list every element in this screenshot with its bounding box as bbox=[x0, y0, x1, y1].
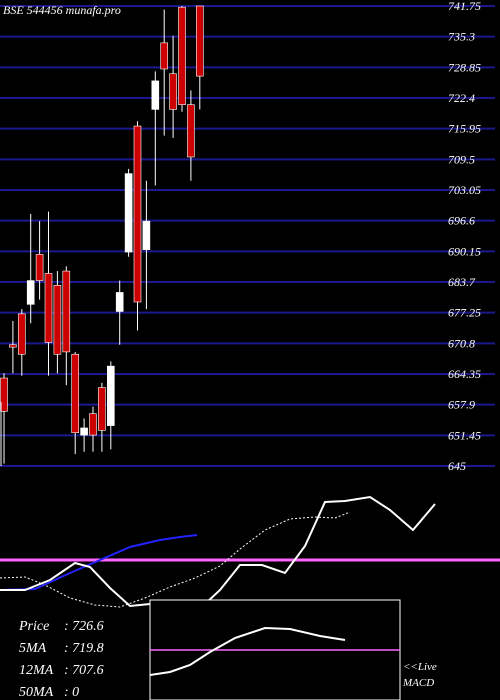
candle-body bbox=[71, 353, 79, 434]
price-tick-label: 722.4 bbox=[448, 91, 475, 105]
ma50-value: : 0 bbox=[64, 685, 79, 700]
price-value: : 726.6 bbox=[64, 619, 104, 634]
macd-panel bbox=[149, 599, 401, 700]
indicator-panel bbox=[0, 495, 500, 608]
candle-body bbox=[89, 413, 97, 436]
ma5-label: 5MA bbox=[19, 641, 47, 656]
candle-body bbox=[9, 344, 17, 348]
price-tick-label: 715.95 bbox=[448, 122, 481, 136]
candle-body bbox=[115, 292, 124, 312]
candlestick-series bbox=[0, 5, 204, 466]
ma50-label: 50MA bbox=[19, 685, 54, 700]
price-tick-label: 735.3 bbox=[448, 30, 475, 44]
price-tick-label: 657.9 bbox=[448, 398, 475, 412]
price-grid bbox=[0, 5, 495, 467]
candle-body bbox=[160, 42, 168, 70]
candle-body bbox=[98, 387, 106, 431]
macd-line bbox=[149, 626, 346, 676]
price-tick-label: 664.35 bbox=[448, 367, 481, 381]
candle-body bbox=[142, 220, 151, 250]
live-macd-link[interactable]: <<Live bbox=[403, 661, 437, 673]
live-macd-label: MACD bbox=[402, 677, 434, 689]
candle-body bbox=[133, 125, 142, 303]
price-tick-label: 709.5 bbox=[448, 152, 475, 166]
price-tick-label: 645 bbox=[448, 459, 466, 473]
ma5-value: : 719.8 bbox=[64, 641, 104, 656]
price-tick-label: 651.45 bbox=[448, 428, 481, 442]
indicator-blue-line bbox=[0, 534, 198, 591]
candle-body bbox=[17, 313, 26, 355]
price-label: Price bbox=[18, 619, 49, 634]
ma12-label: 12MA bbox=[19, 663, 54, 678]
candle-body bbox=[151, 80, 160, 110]
price-tick-label: 677.25 bbox=[448, 306, 481, 320]
price-tick-label: 696.6 bbox=[448, 214, 475, 228]
candle-body bbox=[187, 104, 195, 158]
candle-body bbox=[53, 285, 62, 355]
info-box: Price : 726.6 5MA : 719.8 12MA : 707.6 5… bbox=[18, 619, 104, 700]
candle-body bbox=[196, 5, 204, 77]
price-tick-label: 703.05 bbox=[448, 183, 481, 197]
candle-body bbox=[169, 73, 177, 110]
candle-body bbox=[107, 365, 115, 426]
price-tick-label: 690.15 bbox=[448, 244, 481, 258]
candle-body bbox=[35, 254, 44, 281]
price-axis: 741.75 735.3 728.85 722.4 715.95 709.5 703.05 6… bbox=[448, 0, 481, 473]
indicator-solid-line bbox=[0, 495, 436, 608]
price-tick-label: 683.7 bbox=[448, 275, 476, 289]
candle-body bbox=[26, 280, 35, 305]
candle-body bbox=[80, 427, 88, 436]
indicator-dashed-line bbox=[0, 511, 351, 608]
price-tick-label: 741.75 bbox=[448, 0, 481, 13]
price-tick-label: 728.85 bbox=[448, 60, 481, 74]
price-tick-label: 670.8 bbox=[448, 336, 475, 350]
candle-body bbox=[62, 270, 71, 353]
candle-body bbox=[124, 173, 133, 253]
ma12-value: : 707.6 bbox=[64, 663, 104, 678]
candle-body bbox=[0, 377, 8, 412]
candle-body bbox=[178, 6, 186, 105]
chart-title: BSE 544456 munafa.pro bbox=[3, 3, 121, 17]
candle-body bbox=[44, 273, 53, 343]
